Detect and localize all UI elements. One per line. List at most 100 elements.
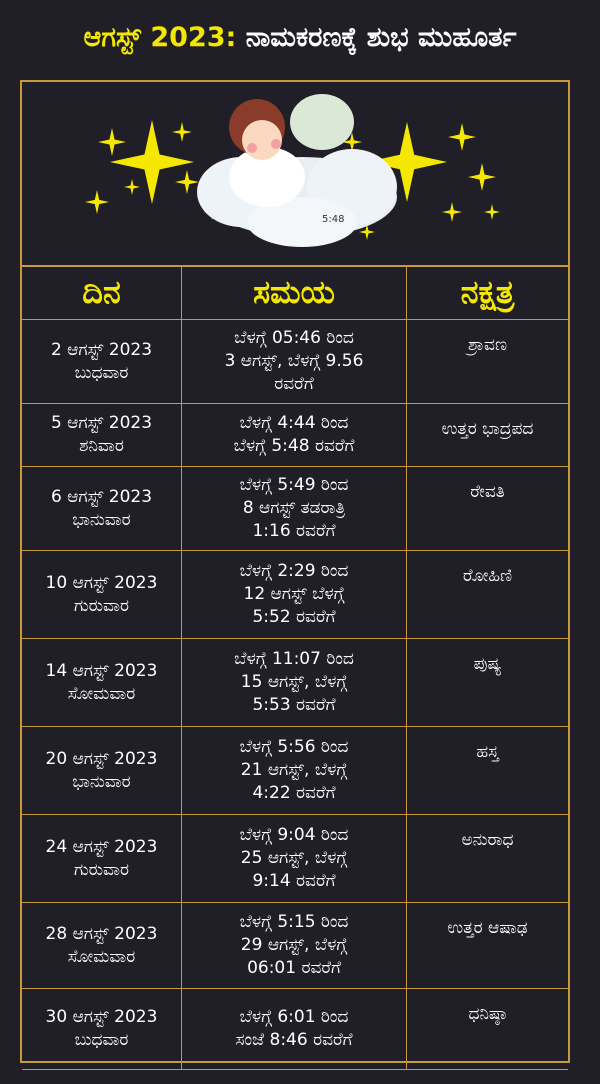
date: 14 ಆಗಸ್ಟ್ 2023 <box>45 660 158 681</box>
nakshatra-cell: ಉತ್ತರ ಆಷಾಢ <box>406 902 568 989</box>
star-icon <box>175 170 199 194</box>
star-icon <box>359 224 375 240</box>
star-icon <box>342 132 362 152</box>
date-cell: 20 ಆಗಸ್ಟ್ 2023 ಭಾನುವಾರ <box>22 726 182 815</box>
date-cell: 24 ಆಗಸ್ಟ್ 2023 ಗುರುವಾರ <box>22 814 182 903</box>
time-line: 15 ಆಗಸ್ಟ್, ಬೆಳಗ್ಗೆ <box>240 672 348 692</box>
muhurta-table: ದಿನ ಸಮಯ ನಕ್ಷತ್ರ 2 ಆಗಸ್ಟ್ 2023 ಬುಧವಾರ ಬೆಳಗ್… <box>22 265 568 1070</box>
time-line: ಬೆಳಗ್ಗೆ 5:48 ರವರೆಗೆ <box>233 436 355 456</box>
date: 5 ಆಗಸ್ಟ್ 2023 <box>50 413 153 433</box>
time-line: 06:01 ರವರೆಗೆ <box>247 958 341 978</box>
date: 6 ಆಗಸ್ಟ್ 2023 <box>50 486 153 507</box>
date-cell: 28 ಆಗಸ್ಟ್ 2023 ಸೋಮವಾರ <box>22 902 182 989</box>
time-line: 9:14 ರವರೆಗೆ <box>252 871 336 891</box>
time-line: ರವರೆಗೆ <box>274 374 314 394</box>
table-row: 20 ಆಗಸ್ಟ್ 2023 ಭಾನುವಾರ ಬೆಳಗ್ಗೆ 5:56 ರಿಂದ 21… <box>22 726 568 815</box>
time-cell: ಬೆಳಗ್ಗೆ 5:49 ರಿಂದ 8 ಆಗಸ್ಟ್ ತಡರಾತ್ರಿ 1:16 ರ… <box>181 466 407 551</box>
weekday: ಭಾನುವಾರ <box>72 509 131 530</box>
time-cell: ಬೆಳಗ್ಗೆ 5:15 ರಿಂದ 29 ಆಗಸ್ಟ್, ಬೆಳಗ್ಗೆ 06:01… <box>181 902 407 989</box>
image-caption: 5:48 <box>322 214 345 225</box>
weekday: ಭಾನುವಾರ <box>72 771 131 792</box>
date: 24 ಆಗಸ್ಟ್ 2023 <box>45 836 158 857</box>
star-icon <box>484 204 500 220</box>
time-line: 29 ಆಗಸ್ಟ್, ಬೆಳಗ್ಗೆ <box>240 935 348 955</box>
time-cell: ಬೆಳಗ್ಗೆ 4:44 ರಿಂದ ಬೆಳಗ್ಗೆ 5:48 ರವರೆಗೆ <box>181 403 407 467</box>
table-row: 30 ಆಗಸ್ಟ್ 2023 ಬುಧವಾರ ಬೆಳಗ್ಗೆ 6:01 ರಿಂದ ಸಂಜ… <box>22 988 568 1070</box>
star-icon <box>448 123 476 151</box>
date: 20 ಆಗಸ್ಟ್ 2023 <box>45 748 158 769</box>
table-row: 2 ಆಗಸ್ಟ್ 2023 ಬುಧವಾರ ಬೆಳಗ್ಗೆ 05:46 ರಿಂದ 3 ಆ… <box>22 319 568 404</box>
nakshatra-cell: ರೇವತಿ <box>406 466 568 551</box>
time-line: 3 ಆಗಸ್ಟ್, ಬೆಳಗ್ಗೆ 9.56 <box>224 351 364 371</box>
time-cell: ಬೆಳಗ್ಗೆ 9:04 ರಿಂದ 25 ಆಗಸ್ಟ್, ಬೆಳಗ್ಗೆ 9:14 … <box>181 814 407 903</box>
time-line: ಬೆಳಗ್ಗೆ 2:29 ರಿಂದ <box>239 561 349 581</box>
table-row: 6 ಆಗಸ್ಟ್ 2023 ಭಾನುವಾರ ಬೆಳಗ್ಗೆ 5:49 ರಿಂದ 8 ಆ… <box>22 466 568 551</box>
date-cell: 2 ಆಗಸ್ಟ್ 2023 ಬುಧವಾರ <box>22 319 182 404</box>
star-icon <box>124 179 140 195</box>
time-line: 5:52 ರವರೆಗೆ <box>252 607 336 627</box>
date: 10 ಆಗಸ್ಟ್ 2023 <box>45 572 158 593</box>
angel-icon <box>229 94 354 207</box>
weekday: ಶನಿವಾರ <box>79 436 124 456</box>
time-cell: ಬೆಳಗ್ಗೆ 2:29 ರಿಂದ 12 ಆಗಸ್ಟ್ ಬೆಳಗ್ಗೆ 5:52 ರ… <box>181 550 407 639</box>
time-line: ಬೆಳಗ್ಗೆ 9:04 ರಿಂದ <box>239 825 349 845</box>
nakshatra-cell: ಶ್ರಾವಣ <box>406 319 568 404</box>
time-line: ಬೆಳಗ್ಗೆ 5:56 ರಿಂದ <box>239 737 349 757</box>
nakshatra-cell: ಪುಷ್ಯ <box>406 638 568 727</box>
muhurta-card: 5:48 ದಿನ ಸಮಯ ನಕ್ಷತ್ರ 2 ಆಗಸ್ಟ್ 2023 ಬುಧವಾರ… <box>20 80 570 1070</box>
nakshatra-cell: ಧನಿಷ್ಠಾ <box>406 988 568 1070</box>
header-day: ದಿನ <box>22 265 182 320</box>
star-icon <box>110 120 194 204</box>
time-cell: ಬೆಳಗ್ಗೆ 05:46 ರಿಂದ 3 ಆಗಸ್ಟ್, ಬೆಳಗ್ಗೆ 9.56… <box>181 319 407 404</box>
weekday: ಬುಧವಾರ <box>74 1030 129 1050</box>
nakshatra-cell: ರೋಹಿಣಿ <box>406 550 568 639</box>
time-line: ಸಂಜೆ 8:46 ರವರೆಗೆ <box>235 1030 353 1050</box>
time-line: ಬೆಳಗ್ಗೆ 5:49 ರಿಂದ <box>239 475 349 495</box>
time-line: ಬೆಳಗ್ಗೆ 4:44 ರಿಂದ <box>239 413 349 433</box>
time-line: 4:22 ರವರೆಗೆ <box>252 783 336 803</box>
table-row: 10 ಆಗಸ್ಟ್ 2023 ಗುರುವಾರ ಬೆಳಗ್ಗೆ 2:29 ರಿಂದ 12… <box>22 550 568 639</box>
star-icon <box>442 202 462 222</box>
time-cell: ಬೆಳಗ್ಗೆ 6:01 ರಿಂದ ಸಂಜೆ 8:46 ರವರೆಗೆ <box>181 988 407 1070</box>
date: 30 ಆಗಸ್ಟ್ 2023 <box>45 1007 158 1027</box>
time-line: ಬೆಳಗ್ಗೆ 05:46 ರಿಂದ <box>234 328 354 348</box>
table-row: 24 ಆಗಸ್ಟ್ 2023 ಗುರುವಾರ ಬೆಳಗ್ಗೆ 9:04 ರಿಂದ 25… <box>22 814 568 903</box>
table-row: 5 ಆಗಸ್ಟ್ 2023 ಶನಿವಾರ ಬೆಳಗ್ಗೆ 4:44 ರಿಂದ ಬೆಳಗ… <box>22 403 568 467</box>
weekday: ಗುರುವಾರ <box>74 595 129 616</box>
star-icon <box>172 122 192 142</box>
weekday: ಸೋಮವಾರ <box>67 683 136 704</box>
date: 28 ಆಗಸ್ಟ್ 2023 <box>45 923 158 944</box>
time-line: 8 ಆಗಸ್ಟ್ ತಡರಾತ್ರಿ <box>242 498 346 518</box>
nakshatra-cell: ಹಸ್ತ <box>406 726 568 815</box>
time-line: 21 ಆಗಸ್ಟ್, ಬೆಳಗ್ಗೆ <box>240 760 348 780</box>
star-icon <box>367 122 447 202</box>
nakshatra-cell: ಅನುರಾಧ <box>406 814 568 903</box>
page-title: ಆಗಸ್ಟ್ 2023: ನಾಮಕರಣಕ್ಕೆ ಶುಭ ಮುಹೂರ್ತ <box>83 22 517 53</box>
time-line: ಬೆಳಗ್ಗೆ 6:01 ರಿಂದ <box>239 1007 349 1027</box>
time-line: 5:53 ರವರೆಗೆ <box>252 695 336 715</box>
date-cell: 14 ಆಗಸ್ಟ್ 2023 ಸೋಮವಾರ <box>22 638 182 727</box>
sparkle-stars-icon <box>85 94 500 247</box>
star-icon <box>85 190 109 214</box>
baby-angel-illustration: 5:48 <box>22 82 568 267</box>
time-cell: ಬೆಳಗ್ಗೆ 5:56 ರಿಂದ 21 ಆಗಸ್ಟ್, ಬೆಳಗ್ಗೆ 4:22 … <box>181 726 407 815</box>
time-line: 25 ಆಗಸ್ಟ್, ಬೆಳಗ್ಗೆ <box>240 848 348 868</box>
date-cell: 6 ಆಗಸ್ಟ್ 2023 ಭಾನುವಾರ <box>22 466 182 551</box>
weekday: ಸೋಮವಾರ <box>67 946 136 967</box>
header-nakshatra: ನಕ್ಷತ್ರ <box>406 265 568 320</box>
date-cell: 30 ಆಗಸ್ಟ್ 2023 ಬುಧವಾರ <box>22 988 182 1070</box>
date-cell: 10 ಆಗಸ್ಟ್ 2023 ಗುರುವಾರ <box>22 550 182 639</box>
table-row: 14 ಆಗಸ್ಟ್ 2023 ಸೋಮವಾರ ಬೆಳಗ್ಗೆ 11:07 ರಿಂದ 15… <box>22 638 568 727</box>
date: 2 ಆಗಸ್ಟ್ 2023 <box>50 339 153 360</box>
time-line: ಬೆಳಗ್ಗೆ 11:07 ರಿಂದ <box>234 649 354 669</box>
table-row: 28 ಆಗಸ್ಟ್ 2023 ಸೋಮವಾರ ಬೆಳಗ್ಗೆ 5:15 ರಿಂದ 29 … <box>22 902 568 989</box>
time-line: ಬೆಳಗ್ಗೆ 5:15 ರಿಂದ <box>239 912 349 932</box>
star-icon <box>98 128 126 156</box>
weekday: ಬುಧವಾರ <box>74 362 129 383</box>
time-line: 1:16 ರವರೆಗೆ <box>252 521 336 541</box>
header-time: ಸಮಯ <box>181 265 407 320</box>
date-cell: 5 ಆಗಸ್ಟ್ 2023 ಶನಿವಾರ <box>22 403 182 467</box>
star-icon <box>468 163 496 191</box>
time-cell: ಬೆಳಗ್ಗೆ 11:07 ರಿಂದ 15 ಆಗಸ್ಟ್, ಬೆಳಗ್ಗೆ 5:53… <box>181 638 407 727</box>
weekday: ಗುರುವಾರ <box>74 859 129 880</box>
